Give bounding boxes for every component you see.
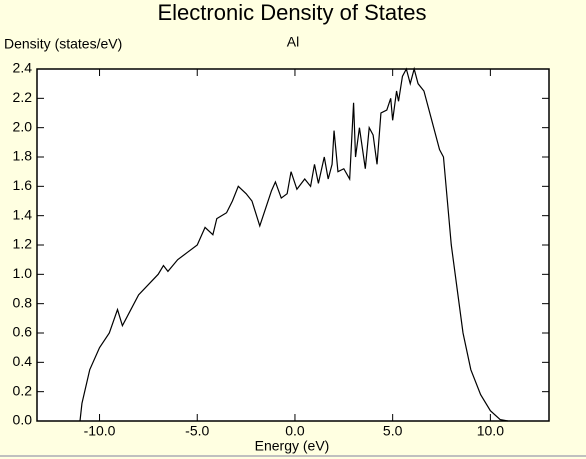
y-tick-label: 0.2 [13, 382, 33, 398]
y-tick-label: 2.2 [13, 89, 33, 105]
y-tick-label: 1.6 [13, 177, 33, 193]
y-tick-label: 1.4 [13, 206, 33, 222]
y-tick-label: 1.8 [13, 148, 33, 164]
y-tick-label: 0.4 [13, 353, 33, 369]
y-tick-label: 2.0 [13, 118, 33, 134]
y-tick-label: 0.0 [13, 412, 33, 428]
y-tick-label: 0.8 [13, 294, 33, 310]
plot-area [36, 68, 550, 422]
annotation: Al [287, 34, 299, 50]
dos-line [79, 66, 509, 422]
y-tick-label: 1.2 [13, 236, 33, 252]
x-tick-label: 5.0 [383, 423, 403, 439]
y-tick-label: 0.6 [13, 324, 33, 340]
y-axis-label: Density (states/eV) [4, 36, 122, 52]
x-tick-label: 10.0 [477, 423, 504, 439]
x-tick-label: 0.0 [285, 423, 305, 439]
x-tick-label: -10.0 [84, 423, 116, 439]
y-tick-label: 1.0 [13, 265, 33, 281]
x-tick-label: -5.0 [185, 423, 209, 439]
chart-title: Electronic Density of States [157, 0, 426, 25]
y-tick-label: 2.4 [13, 60, 33, 76]
x-axis-label: Energy (eV) [255, 438, 330, 454]
